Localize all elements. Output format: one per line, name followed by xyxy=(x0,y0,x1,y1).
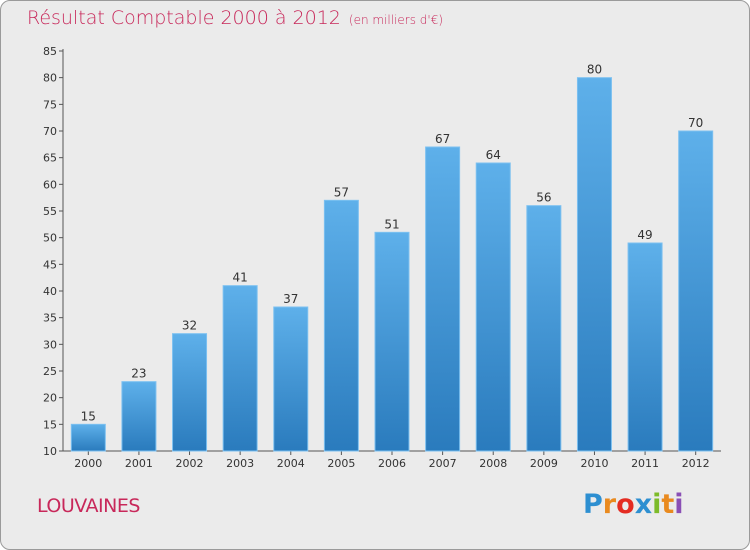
bar xyxy=(222,285,258,452)
bar xyxy=(70,423,106,452)
logo-letter: o xyxy=(616,489,635,520)
bar-value-label: 41 xyxy=(233,271,248,285)
bar-value-label: 67 xyxy=(435,132,450,146)
x-tick-label: 2012 xyxy=(682,457,710,470)
y-tick-label: 75 xyxy=(43,98,57,111)
bar-value-label: 49 xyxy=(637,228,652,242)
x-tick-label: 2004 xyxy=(277,457,305,470)
chart-title-text: Résultat Comptable 2000 à 2012 xyxy=(27,7,341,29)
chart-subtitle: (en milliers d'€) xyxy=(348,13,444,27)
y-tick-label: 45 xyxy=(43,258,57,271)
y-tick-label: 20 xyxy=(43,392,57,405)
x-tick-label: 2003 xyxy=(226,457,254,470)
x-tick-label: 2007 xyxy=(429,457,457,470)
bar-value-label: 15 xyxy=(81,409,96,423)
y-tick-label: 40 xyxy=(43,285,57,298)
bar-value-label: 37 xyxy=(283,292,298,306)
bar xyxy=(323,199,359,452)
logo-letter: P xyxy=(583,489,603,520)
bar xyxy=(576,77,612,452)
x-tick-label: 2005 xyxy=(327,457,355,470)
proxiti-logo[interactable]: Proxiti xyxy=(583,489,684,520)
x-tick-label: 2011 xyxy=(631,457,659,470)
bar xyxy=(526,205,562,452)
labels: 15 2000 23 2001 32 2002 41 2003 37 2004 57 2005 51 20… xyxy=(74,63,709,470)
bar xyxy=(425,146,461,452)
y-tick-label: 65 xyxy=(43,152,57,165)
y-tick-label: 30 xyxy=(43,338,57,351)
bar-value-label: 64 xyxy=(486,148,501,162)
x-tick-label: 2009 xyxy=(530,457,558,470)
y-tick-label: 50 xyxy=(43,232,57,245)
y-tick-label: 35 xyxy=(43,312,57,325)
logo-letter: i xyxy=(674,489,684,520)
bar-value-label: 32 xyxy=(182,319,197,333)
y-tick-label: 85 xyxy=(43,45,57,58)
logo-letter: r xyxy=(602,489,617,520)
x-tick-label: 2002 xyxy=(176,457,204,470)
bar-value-label: 70 xyxy=(688,116,703,130)
bar-value-label: 80 xyxy=(587,63,602,77)
y-tick-label: 80 xyxy=(43,72,57,85)
bar xyxy=(627,242,663,452)
bar-value-label: 57 xyxy=(334,185,349,199)
y-tick-label: 15 xyxy=(43,418,57,431)
bar-value-label: 23 xyxy=(131,367,146,381)
x-tick-label: 2006 xyxy=(378,457,406,470)
x-tick-label: 2000 xyxy=(74,457,102,470)
logo-letter: x xyxy=(634,489,653,520)
bar-value-label: 51 xyxy=(384,217,399,231)
logo-letter: t xyxy=(661,489,675,520)
logo-letter: i xyxy=(652,489,662,520)
x-tick-label: 2010 xyxy=(580,457,608,470)
x-tick-label: 2008 xyxy=(479,457,507,470)
bar xyxy=(678,130,714,452)
commune-name: LOUVAINES xyxy=(37,495,140,517)
bar-value-label: 56 xyxy=(536,191,551,205)
bar xyxy=(121,381,157,452)
y-tick-label: 70 xyxy=(43,125,57,138)
bar xyxy=(475,162,511,452)
x-tick-label: 2001 xyxy=(125,457,153,470)
y-tick-label: 25 xyxy=(43,365,57,378)
bar xyxy=(273,306,309,452)
bars xyxy=(70,77,714,452)
chart-title: Résultat Comptable 2000 à 2012 (en millie… xyxy=(27,7,443,29)
y-tick-label: 10 xyxy=(43,445,57,458)
bar xyxy=(374,231,410,452)
y-tick-label: 60 xyxy=(43,178,57,191)
bar xyxy=(172,333,208,452)
y-tick-label: 55 xyxy=(43,205,57,218)
